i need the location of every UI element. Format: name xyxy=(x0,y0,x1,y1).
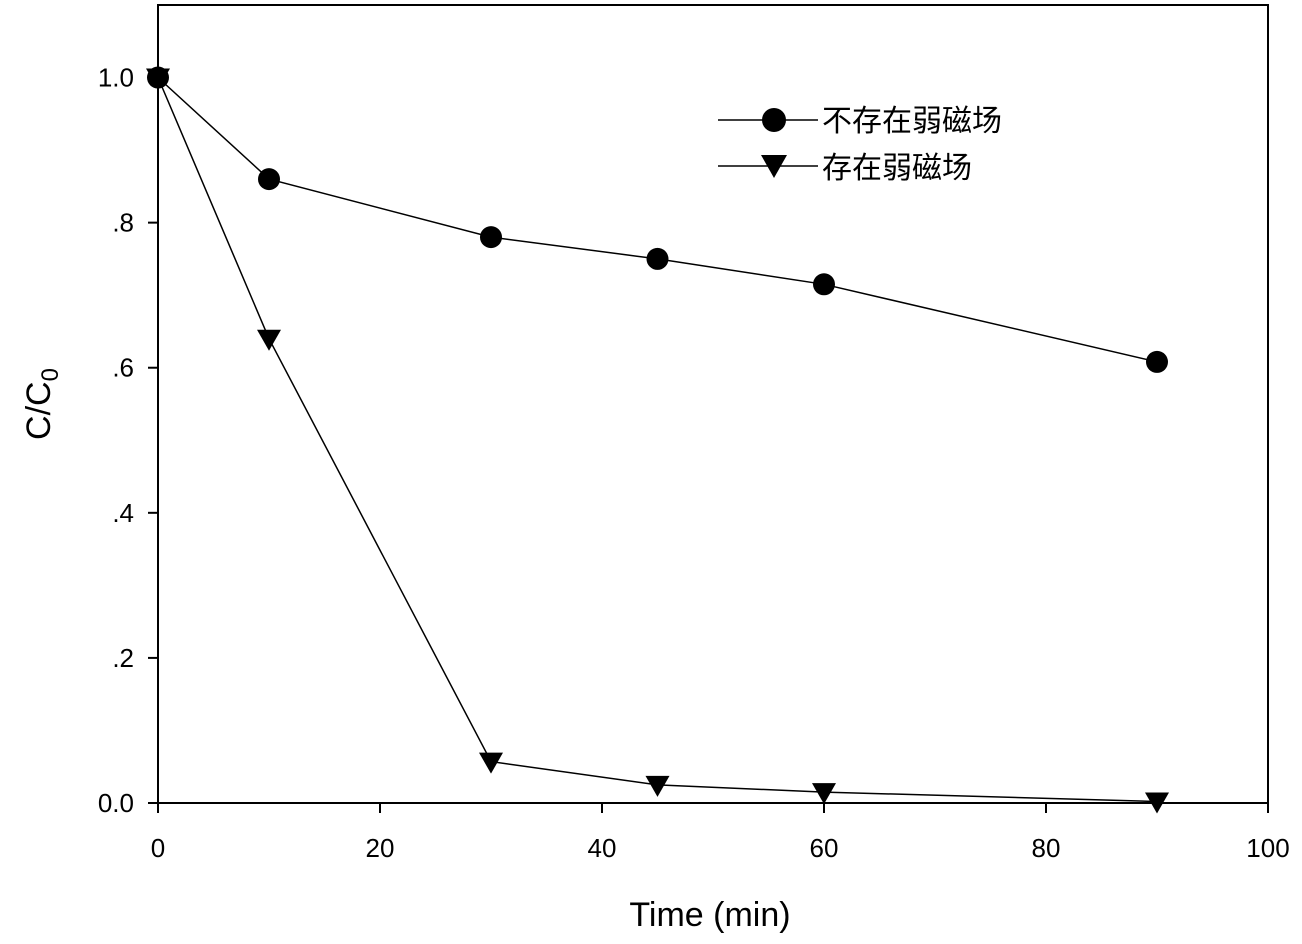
series-2-point xyxy=(257,329,281,351)
y-tick-label: 0.0 xyxy=(98,788,134,818)
y-axis-title-main: C/C xyxy=(20,381,58,440)
series-1-line xyxy=(157,76,1158,363)
y-tick-label: .4 xyxy=(112,498,134,528)
legend-triangle-marker xyxy=(761,155,787,178)
y-tick-label: .8 xyxy=(112,208,134,238)
series-1-point xyxy=(1146,350,1168,373)
y-axis: 0.0 .2 .4 .6 .8 1.0 xyxy=(98,63,158,818)
y-axis-title-subscript: 0 xyxy=(37,368,64,381)
legend-item-no-field: 不存在弱磁场 xyxy=(718,104,1002,139)
y-tick-label: .2 xyxy=(112,643,134,673)
x-tick-label: 20 xyxy=(366,833,395,863)
series-2-line xyxy=(157,77,1158,803)
series-2-point xyxy=(479,752,503,774)
legend-circle-marker xyxy=(762,108,786,132)
series-1-point xyxy=(646,247,669,270)
series-1-point xyxy=(480,226,502,249)
x-axis: 0 20 40 60 80 100 xyxy=(151,803,1290,863)
series-2-point xyxy=(812,783,836,805)
legend: 不存在弱磁场 存在弱磁场 xyxy=(718,104,1002,186)
y-tick-label: .6 xyxy=(112,353,134,383)
series-2-point xyxy=(146,68,170,90)
legend-label: 不存在弱磁场 xyxy=(822,104,1002,139)
series-2-point xyxy=(645,775,670,797)
y-tick-label: 1.0 xyxy=(98,63,134,93)
series-layer xyxy=(146,66,1169,814)
plot-frame xyxy=(157,4,1269,804)
x-axis-title: Time (min) xyxy=(629,896,790,934)
x-tick-label: 80 xyxy=(1032,833,1061,863)
x-tick-label: 40 xyxy=(588,833,617,863)
series-1-point xyxy=(813,273,835,296)
x-tick-label: 100 xyxy=(1246,833,1289,863)
x-tick-label: 0 xyxy=(151,833,165,863)
series-2-point xyxy=(1145,792,1169,814)
legend-label: 存在弱磁场 xyxy=(822,151,972,186)
x-tick-label: 60 xyxy=(810,833,839,863)
y-axis-title: C/C0 xyxy=(20,368,64,440)
legend-item-with-field: 存在弱磁场 xyxy=(718,151,972,186)
series-1-point xyxy=(258,168,280,191)
